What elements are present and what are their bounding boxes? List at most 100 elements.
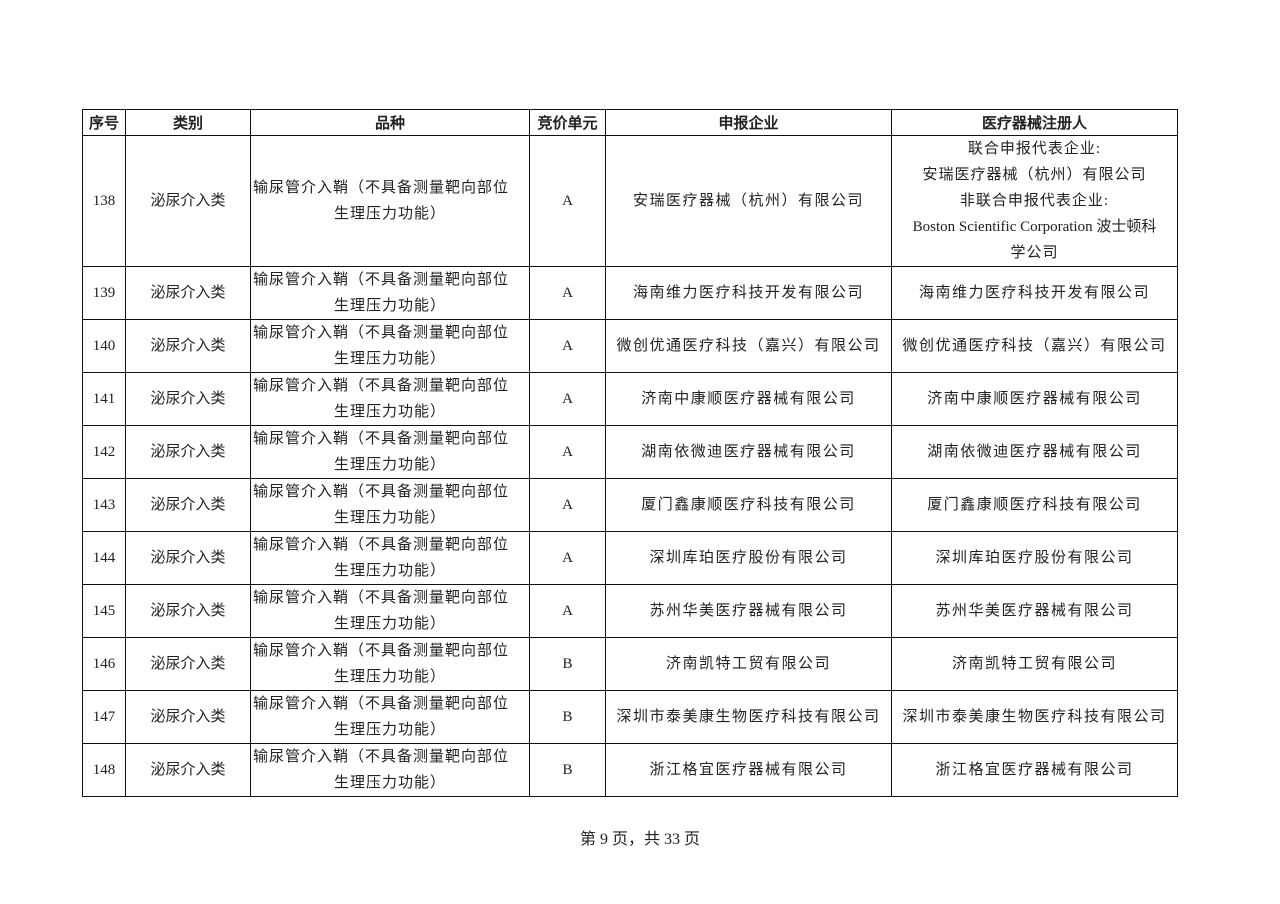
- cell-registrant: 深圳市泰美康生物医疗科技有限公司: [891, 690, 1178, 744]
- item-line: 生理压力功能）: [333, 669, 446, 685]
- cell-unit: A: [529, 425, 606, 479]
- cell-category: 泌尿介入类: [125, 319, 251, 373]
- item-line: 生理压力功能）: [333, 510, 446, 526]
- cell-company: 深圳市泰美康生物医疗科技有限公司: [605, 690, 892, 744]
- cell-unit: A: [529, 372, 606, 426]
- cell-registrant: 济南中康顺医疗器械有限公司: [891, 372, 1178, 426]
- cell-category: 泌尿介入类: [125, 372, 251, 426]
- cell-company: 海南维力医疗科技开发有限公司: [605, 266, 892, 320]
- cell-item: 输尿管介入鞘（不具备测量靶向部位生理压力功能）: [250, 584, 530, 638]
- table-row: 144 泌尿介入类 输尿管介入鞘（不具备测量靶向部位 生理压力功能） A 深圳库珀医疗股份…: [82, 531, 1178, 585]
- table-row: 145 泌尿介入类 输尿管介入鞘（不具备测量靶向部位 生理压力功能） A 苏州华美医疗器械…: [82, 584, 1178, 638]
- cell-category: 泌尿介入类: [125, 637, 251, 691]
- cell-registrant: 湖南依微迪医疗器械有限公司: [891, 425, 1178, 479]
- registrant-line: Boston Scientific Corporation 波士顿科: [912, 219, 1157, 235]
- table-row: 140 泌尿介入类 输尿管介入鞘（不具备测量靶向部位 生理压力功能） A 微创优通医疗科技…: [82, 319, 1178, 373]
- cell-company: 深圳库珀医疗股份有限公司: [605, 531, 892, 585]
- header-no: 序号: [82, 109, 126, 136]
- item-line: 输尿管介入鞘（不具备测量靶向部位: [253, 180, 510, 196]
- table-row: 143 泌尿介入类 输尿管介入鞘（不具备测量靶向部位 生理压力功能） A 厦门鑫康顺医疗科…: [82, 478, 1178, 532]
- cell-registrant: 联合申报代表企业: 安瑞医疗器械（杭州）有限公司 非联合申报代表企业: Bost…: [891, 135, 1178, 267]
- data-table: 序号 类别 品种 竞价单元 申报企业 医疗器械注册人 138 泌尿介入类 输尿管…: [82, 109, 1178, 797]
- item-line: 生理压力功能）: [333, 616, 446, 632]
- cell-no: 146: [82, 637, 126, 691]
- cell-no: 138: [82, 135, 126, 267]
- item-line: 输尿管介入鞘（不具备测量靶向部位: [253, 537, 510, 553]
- item-line: 输尿管介入鞘（不具备测量靶向部位: [253, 272, 510, 288]
- cell-registrant: 厦门鑫康顺医疗科技有限公司: [891, 478, 1178, 532]
- table-row: 148 泌尿介入类 输尿管介入鞘（不具备测量靶向部位 生理压力功能） B 浙江格宜医疗器械…: [82, 743, 1178, 797]
- cell-no: 142: [82, 425, 126, 479]
- registrant-line: 学公司: [1010, 245, 1059, 261]
- table-row: 141 泌尿介入类 输尿管介入鞘（不具备测量靶向部位 生理压力功能） A 济南中康顺医疗器…: [82, 372, 1178, 426]
- item-line: 生理压力功能）: [333, 722, 446, 738]
- cell-company: 安瑞医疗器械（杭州）有限公司: [605, 135, 892, 267]
- cell-company: 济南凯特工贸有限公司: [605, 637, 892, 691]
- item-line: 输尿管介入鞘（不具备测量靶向部位: [253, 378, 510, 394]
- cell-category: 泌尿介入类: [125, 584, 251, 638]
- cell-registrant: 微创优通医疗科技（嘉兴）有限公司: [891, 319, 1178, 373]
- item-line: 输尿管介入鞘（不具备测量靶向部位: [253, 431, 510, 447]
- cell-unit: A: [529, 531, 606, 585]
- item-line: 生理压力功能）: [333, 563, 446, 579]
- item-line: 生理压力功能）: [333, 351, 446, 367]
- cell-unit: B: [529, 690, 606, 744]
- item-line: 生理压力功能）: [333, 404, 446, 420]
- cell-company: 苏州华美医疗器械有限公司: [605, 584, 892, 638]
- cell-company: 济南中康顺医疗器械有限公司: [605, 372, 892, 426]
- cell-item: 输尿管介入鞘（不具备测量靶向部位生理压力功能）: [250, 319, 530, 373]
- cell-unit: A: [529, 584, 606, 638]
- cell-category: 泌尿介入类: [125, 531, 251, 585]
- cell-item: 输尿管介入鞘（不具备测量靶向部位生理压力功能）: [250, 372, 530, 426]
- cell-company: 浙江格宜医疗器械有限公司: [605, 743, 892, 797]
- cell-no: 141: [82, 372, 126, 426]
- cell-item: 输尿管介入鞘（不具备测量靶向部位生理压力功能）: [250, 425, 530, 479]
- cell-category: 泌尿介入类: [125, 425, 251, 479]
- cell-no: 139: [82, 266, 126, 320]
- item-line: 生理压力功能）: [333, 457, 446, 473]
- cell-no: 147: [82, 690, 126, 744]
- cell-item: 输尿管介入鞘（不具备测量靶向部位生理压力功能）: [250, 690, 530, 744]
- header-item: 品种: [250, 109, 530, 136]
- item-line: 输尿管介入鞘（不具备测量靶向部位: [253, 643, 510, 659]
- cell-registrant: 海南维力医疗科技开发有限公司: [891, 266, 1178, 320]
- cell-company: 厦门鑫康顺医疗科技有限公司: [605, 478, 892, 532]
- cell-no: 143: [82, 478, 126, 532]
- cell-unit: A: [529, 266, 606, 320]
- registrant-line: 联合申报代表企业:: [967, 141, 1102, 157]
- cell-registrant: 苏州华美医疗器械有限公司: [891, 584, 1178, 638]
- item-line: 输尿管介入鞘（不具备测量靶向部位: [253, 696, 510, 712]
- cell-unit: A: [529, 319, 606, 373]
- cell-company: 湖南依微迪医疗器械有限公司: [605, 425, 892, 479]
- table-row: 147 泌尿介入类 输尿管介入鞘（不具备测量靶向部位 生理压力功能） B 深圳市泰美康生物…: [82, 690, 1178, 744]
- item-line: 输尿管介入鞘（不具备测量靶向部位: [253, 749, 510, 765]
- item-line: 生理压力功能）: [333, 206, 446, 222]
- table-row: 139 泌尿介入类 输尿管介入鞘（不具备测量靶向部位 生理压力功能） A 海南维力医疗科技…: [82, 266, 1178, 320]
- cell-unit: B: [529, 637, 606, 691]
- page-number: 第 9 页，共 33 页: [579, 831, 700, 848]
- header-category: 类别: [125, 109, 251, 136]
- table-row: 146 泌尿介入类 输尿管介入鞘（不具备测量靶向部位 生理压力功能） B 济南凯特工贸有限…: [82, 637, 1178, 691]
- registrant-line: 安瑞医疗器械（杭州）有限公司: [922, 167, 1147, 183]
- cell-category: 泌尿介入类: [125, 135, 251, 267]
- header-row: 序号 类别 品种 竞价单元 申报企业 医疗器械注册人: [82, 109, 1178, 136]
- cell-category: 泌尿介入类: [125, 478, 251, 532]
- cell-no: 144: [82, 531, 126, 585]
- item-line: 输尿管介入鞘（不具备测量靶向部位: [253, 590, 510, 606]
- cell-no: 148: [82, 743, 126, 797]
- cell-category: 泌尿介入类: [125, 743, 251, 797]
- header-registrant: 医疗器械注册人: [891, 109, 1178, 136]
- table-row: 138 泌尿介入类 输尿管介入鞘（不具备测量靶向部位 生理压力功能） A 安瑞医…: [82, 135, 1178, 267]
- cell-item: 输尿管介入鞘（不具备测量靶向部位生理压力功能）: [250, 743, 530, 797]
- cell-company: 微创优通医疗科技（嘉兴）有限公司: [605, 319, 892, 373]
- cell-unit: A: [529, 478, 606, 532]
- cell-category: 泌尿介入类: [125, 266, 251, 320]
- cell-item: 输尿管介入鞘（不具备测量靶向部位生理压力功能）: [250, 637, 530, 691]
- item-line: 输尿管介入鞘（不具备测量靶向部位: [253, 484, 510, 500]
- item-line: 输尿管介入鞘（不具备测量靶向部位: [253, 325, 510, 341]
- item-line: 生理压力功能）: [333, 775, 446, 791]
- cell-no: 145: [82, 584, 126, 638]
- cell-no: 140: [82, 319, 126, 373]
- cell-registrant: 浙江格宜医疗器械有限公司: [891, 743, 1178, 797]
- cell-item: 输尿管介入鞘（不具备测量靶向部位生理压力功能）: [250, 531, 530, 585]
